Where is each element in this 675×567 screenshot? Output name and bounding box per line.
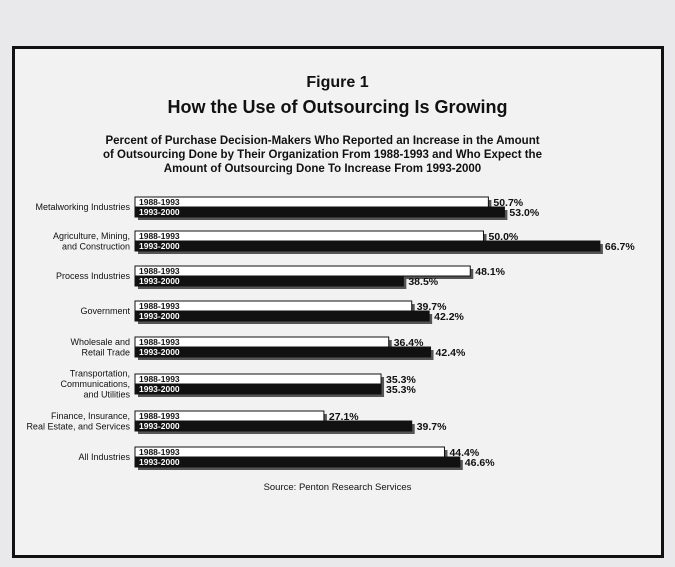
data-label: 35.3%: [386, 374, 416, 386]
category-label: Communications,: [60, 379, 130, 389]
category-label: Process Industries: [56, 271, 131, 281]
bar-1993-2000: [134, 310, 430, 322]
data-label: 39.7%: [417, 301, 447, 313]
bar-series-label: 1993-2000: [139, 311, 180, 321]
data-label: 66.7%: [605, 241, 635, 253]
data-label: 48.1%: [475, 266, 505, 278]
category-label: and Construction: [62, 241, 130, 251]
data-label: 39.7%: [417, 421, 447, 433]
category-label: Transportation,: [70, 369, 130, 379]
bar-1993-2000: [134, 456, 461, 468]
data-label: 46.6%: [465, 457, 495, 469]
category-label: Real Estate, and Services: [26, 421, 130, 431]
bar-1993-2000: [134, 240, 601, 252]
bar-1993-2000: [134, 275, 404, 287]
bar-1988-1993: [134, 446, 445, 458]
chart-title: How the Use of Outsourcing Is Growing: [167, 97, 508, 117]
data-label: 50.7%: [493, 197, 523, 209]
bar-1988-1993: [134, 196, 489, 208]
category-label: Finance, Insurance,: [51, 411, 130, 421]
data-label: 27.1%: [329, 411, 359, 423]
bar-1993-2000: [134, 346, 432, 358]
data-label: 35.3%: [386, 384, 416, 396]
data-label: 36.4%: [394, 337, 424, 349]
chart-subtitle: Percent of Purchase Decision-Makers Who …: [103, 135, 542, 175]
data-label: 53.0%: [509, 207, 539, 219]
bar-1993-2000: [134, 420, 413, 432]
data-label: 42.4%: [436, 347, 466, 359]
bar-1993-2000: [134, 206, 505, 218]
category-label: Retail Trade: [81, 347, 130, 357]
bar-series-label: 1988-1993: [139, 197, 180, 207]
figure-label: Figure 1: [306, 74, 369, 91]
data-label: 44.4%: [449, 447, 479, 459]
bar-1988-1993: [134, 265, 471, 277]
data-label: 50.0%: [489, 231, 519, 243]
category-label: Agriculture, Mining,: [53, 231, 130, 241]
bar-series-label: 1988-1993: [139, 411, 180, 421]
bar-series-label: 1993-2000: [139, 347, 180, 357]
bar-series-label: 1993-2000: [139, 207, 180, 217]
bar-series-label: 1988-1993: [139, 337, 180, 347]
data-label: 42.2%: [434, 311, 464, 323]
source-note: Source: Penton Research Services: [263, 482, 412, 493]
bar-series-label: 1993-2000: [139, 276, 180, 286]
bar-1988-1993: [134, 230, 484, 242]
category-label: Wholesale and: [70, 337, 130, 347]
bar-series-label: 1988-1993: [139, 447, 180, 457]
bar-series-label: 1988-1993: [139, 301, 180, 311]
bar-series-label: 1993-2000: [139, 457, 180, 467]
category-label: and Utilities: [83, 390, 130, 400]
bar-series-label: 1993-2000: [139, 241, 180, 251]
category-label: Metalworking Industries: [35, 202, 130, 212]
category-label: Government: [80, 306, 130, 316]
bar-series-label: 1988-1993: [139, 374, 180, 384]
bar-1993-2000: [134, 383, 382, 395]
bar-series-label: 1988-1993: [139, 231, 180, 241]
bar-series-label: 1988-1993: [139, 266, 180, 276]
bar-series-label: 1993-2000: [139, 421, 180, 431]
bar-series-label: 1993-2000: [139, 384, 180, 394]
category-label: All Industries: [78, 452, 130, 462]
data-label: 38.5%: [408, 276, 438, 288]
